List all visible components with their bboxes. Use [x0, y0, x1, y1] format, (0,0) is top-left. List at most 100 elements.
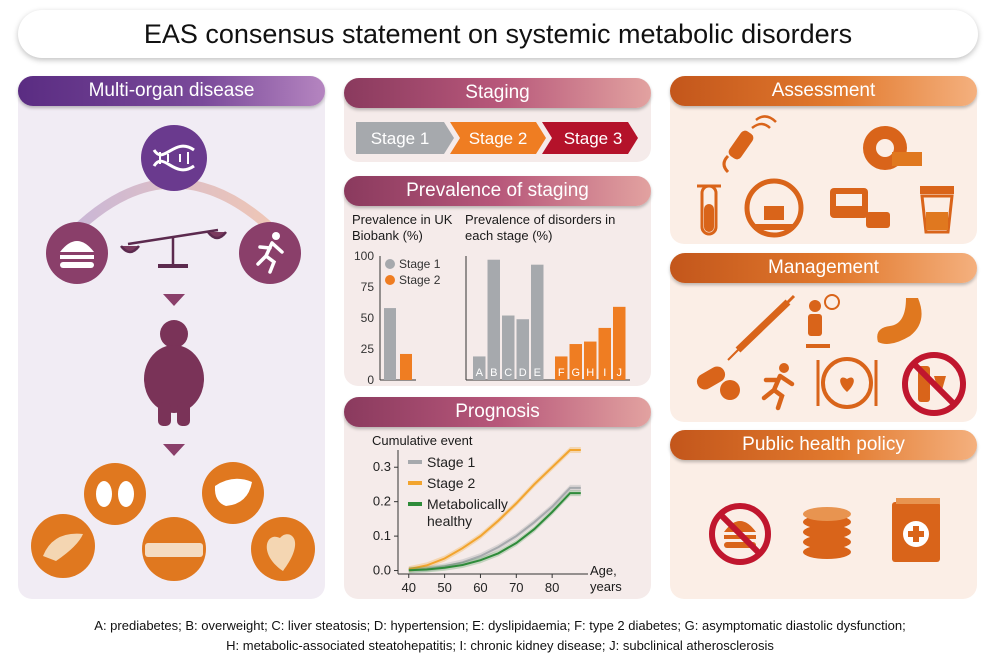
prognosis-chart: 0.0 0.1 0.2 0.3 40 50 60 70 80 Stage 1 Stage 2 Meta… [373, 447, 588, 595]
coins-icon [803, 507, 851, 559]
disorder-bar [473, 356, 486, 380]
legend-label: Stage 2 [399, 273, 441, 287]
legend-marker [385, 275, 395, 285]
legend-label: Stage 1 [399, 257, 441, 271]
disorder-category-label: D [519, 367, 527, 379]
dna-icon [141, 125, 207, 191]
uk-biobank-tick-label: 75 [361, 280, 375, 294]
disorder-bar [487, 259, 500, 380]
uk-biobank-title: Prevalence in UK Biobank (%) [352, 212, 453, 243]
syringe-icon [727, 294, 796, 361]
prognosis-y-tick-label: 0.0 [373, 563, 391, 578]
disorder-category-label: F [558, 367, 565, 379]
prognosis-legend-label: Stage 2 [427, 475, 475, 491]
burger-icon [46, 222, 108, 284]
legend-marker [385, 259, 395, 269]
stage-1-label: Stage 1 [371, 129, 430, 148]
multi-organ-illustration [31, 125, 315, 581]
disorder-bar [598, 327, 611, 380]
stage-2-label: Stage 2 [469, 129, 528, 148]
prevalence-chart: 0 25 50 75 100 Stage 1 Stage 2 A B C D E F G H I J [354, 249, 630, 384]
disorder-category-label: B [490, 367, 497, 379]
urine-cup-icon [920, 186, 954, 234]
assessment-header: Assessment [670, 76, 977, 106]
prognosis-line [408, 492, 581, 572]
management-icons [696, 294, 966, 416]
page-title: EAS consensus statement on systemic meta… [18, 10, 978, 58]
prognosis-panel [344, 397, 651, 599]
scanner-icon [744, 178, 804, 238]
prognosis-ci-band [408, 490, 581, 574]
liver-icon [202, 462, 264, 524]
management-header: Management [670, 253, 977, 283]
disorder-category-label: J [617, 367, 623, 379]
uk-biobank-tick-label: 100 [354, 249, 374, 263]
footer-line-2: H: metabolic-associated steatohepatitis;… [226, 638, 774, 653]
ultrasound-icon [722, 115, 777, 174]
disorder-bar [584, 341, 597, 380]
running-icon [761, 363, 795, 411]
disorder-category-label: I [603, 367, 606, 379]
prognosis-x-tick-label: 80 [545, 580, 559, 595]
staging-header: Staging [344, 78, 651, 108]
uk-biobank-bar [400, 353, 412, 380]
prognosis-y-tick-label: 0.2 [373, 494, 391, 509]
prognosis-x-tick-label: 70 [509, 580, 523, 595]
prognosis-x-tick-label: 50 [437, 580, 451, 595]
no-junk-food-icon [709, 503, 771, 565]
kidneys-icon [84, 463, 146, 525]
uk-biobank-bar [384, 308, 396, 380]
disorder-bar [531, 264, 544, 380]
prognosis-line [408, 486, 581, 571]
stomach-icon [877, 298, 922, 344]
disorder-bar [569, 344, 582, 380]
prognosis-header: Prognosis [344, 397, 651, 427]
heart-icon [251, 517, 315, 581]
prognosis-legend-label: Stage 1 [427, 454, 475, 470]
assessment-icons [697, 115, 954, 238]
uk-biobank-tick-label: 50 [361, 311, 375, 325]
disorder-category-label: C [504, 367, 512, 379]
disorder-category-label: E [534, 367, 541, 379]
stage-3-arrow [542, 122, 638, 154]
counselling-icon [806, 294, 840, 348]
prognosis-legend-label: Metabolically healthy [427, 496, 508, 529]
age-axis-label: Age, years [590, 563, 622, 594]
health-book-icon [892, 498, 940, 562]
tape-measure-icon [863, 126, 922, 170]
policy-icons [709, 498, 940, 565]
disorder-category-label: A [476, 367, 484, 379]
prognosis-x-tick-label: 60 [473, 580, 487, 595]
stage-arrows: Stage 1 Stage 2 Stage 3 [356, 122, 638, 154]
policy-header: Public health policy [670, 430, 977, 460]
scale-icon [120, 228, 227, 268]
body-icon [144, 320, 204, 426]
uk-biobank-tick-label: 25 [361, 342, 375, 356]
prognosis-line [408, 449, 581, 571]
blood-pressure-icon [830, 188, 890, 228]
disorder-bar [613, 306, 626, 380]
pancreas-icon [31, 514, 95, 578]
prevalence-header: Prevalence of staging [344, 176, 651, 206]
footer-line-1: A: prediabetes; B: overweight; C: liver … [94, 618, 906, 633]
stage-3-label: Stage 3 [564, 129, 623, 148]
disorder-bar [502, 315, 515, 380]
runner-icon [239, 222, 301, 284]
no-alcohol-icon [902, 352, 966, 416]
multi-organ-header: Multi-organ disease [18, 76, 325, 106]
cumulative-event-label: Cumulative event [372, 433, 473, 448]
stage-1-arrow [356, 122, 454, 154]
prognosis-y-tick-label: 0.1 [373, 528, 391, 543]
stage-2-arrow [450, 122, 546, 154]
disorders-title: Prevalence of disorders in each stage (%… [465, 212, 616, 243]
prognosis-x-tick-label: 40 [402, 580, 416, 595]
test-tube-icon [697, 184, 721, 236]
uk-biobank-tick-label: 0 [367, 373, 374, 384]
disorder-bar [555, 356, 568, 380]
artery-icon [142, 517, 206, 581]
plate-icon [816, 357, 878, 409]
prognosis-ci-band [408, 447, 581, 573]
prognosis-y-tick-label: 0.3 [373, 459, 391, 474]
pills-icon [696, 366, 740, 400]
disorder-category-label: G [571, 367, 580, 379]
